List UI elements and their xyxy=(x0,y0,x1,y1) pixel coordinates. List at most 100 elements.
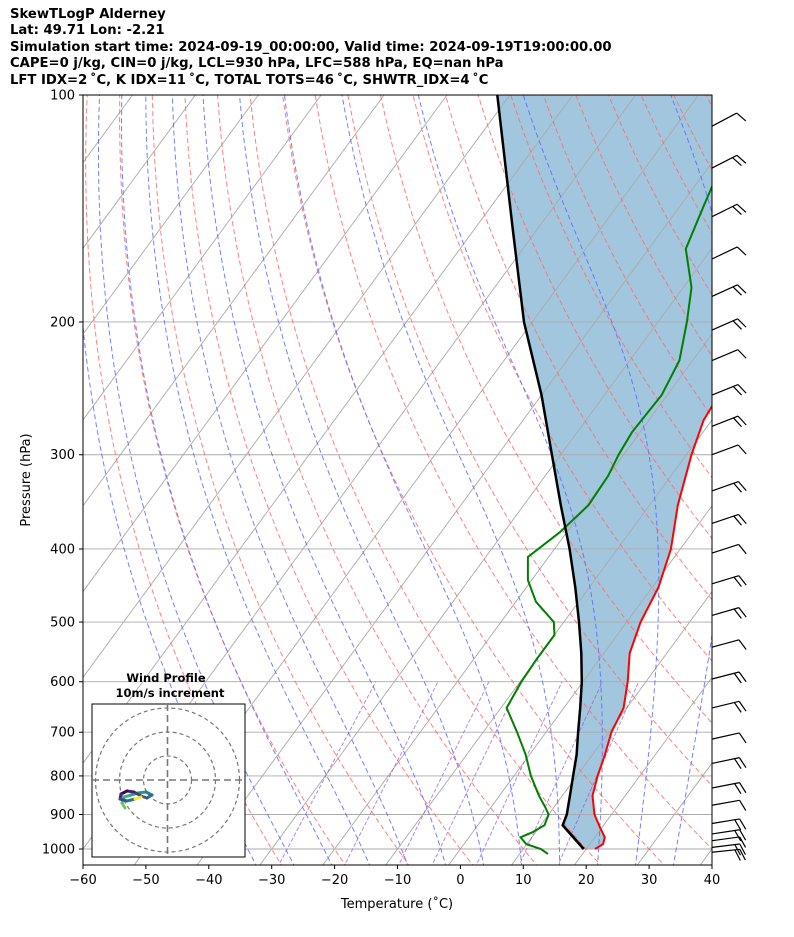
barb-feather xyxy=(733,482,742,493)
wind-barb xyxy=(711,154,747,169)
dry-adiabat xyxy=(771,95,794,868)
barb-feather xyxy=(733,702,742,713)
index-line: LFT IDX=2 ˚C, K IDX=11 ˚C, TOTAL TOTS=46… xyxy=(10,72,489,88)
wind-barb xyxy=(711,782,747,795)
mixing-ratio-line xyxy=(398,681,490,865)
barb-feather xyxy=(736,112,747,122)
barb-staff xyxy=(711,383,739,396)
barb-feather xyxy=(737,384,747,394)
barb-feather xyxy=(736,203,747,213)
barb-feather xyxy=(739,799,747,811)
barb-staff xyxy=(711,480,739,492)
wind-barb xyxy=(711,700,747,713)
barb-feather xyxy=(733,672,742,684)
wind-barb xyxy=(711,818,747,831)
barb-staff xyxy=(711,639,740,648)
barb-feather xyxy=(737,349,747,359)
x-tick-label: −10 xyxy=(384,873,411,888)
wind-barbs xyxy=(711,112,747,861)
dry-adiabat xyxy=(477,95,712,540)
wind-barb xyxy=(711,829,747,842)
wind-barb xyxy=(711,444,747,456)
x-tick-label: −60 xyxy=(69,873,96,888)
dry-adiabat xyxy=(379,95,712,724)
temperature-line xyxy=(591,404,712,850)
barb-feather xyxy=(738,544,747,555)
isotherm xyxy=(448,504,712,865)
barb-feather xyxy=(736,246,747,256)
barb-feather xyxy=(734,819,742,831)
barb-feather xyxy=(739,843,746,855)
barb-staff xyxy=(711,112,738,127)
wind-barb xyxy=(711,513,747,526)
y-tick-label: 200 xyxy=(50,315,75,330)
barb-feather xyxy=(733,608,742,619)
x-tick-label: −30 xyxy=(258,873,285,888)
barb-feather xyxy=(737,318,747,328)
isotherm xyxy=(83,95,196,250)
wind-barb xyxy=(711,415,747,428)
barb-feather xyxy=(739,849,746,861)
moist-adiabat xyxy=(341,95,561,865)
dry-adiabat xyxy=(217,95,538,865)
isotherm xyxy=(83,95,385,507)
y-tick-label: 700 xyxy=(50,726,75,741)
moist-adiabat xyxy=(238,95,485,865)
barb-staff xyxy=(711,246,738,260)
dry-adiabat xyxy=(347,95,712,787)
cape-area xyxy=(497,95,712,849)
mixing-ratio-line xyxy=(344,681,439,865)
y-tick-label: 600 xyxy=(50,675,75,690)
wind-barb xyxy=(711,757,747,770)
moist-adiabat xyxy=(121,95,333,865)
wind-barb xyxy=(711,607,747,619)
isotherm xyxy=(259,247,712,865)
barb-feather xyxy=(737,444,747,455)
hodograph-title: Wind Profile xyxy=(126,671,206,685)
dry-adiabat xyxy=(184,95,474,865)
parcel-path xyxy=(496,95,585,850)
y-tick-label: 300 xyxy=(50,448,75,463)
x-tick-label: 40 xyxy=(704,873,721,888)
barb-feather xyxy=(738,701,747,712)
barb-feather xyxy=(737,415,747,426)
isotherm xyxy=(511,590,712,865)
barb-feather xyxy=(732,286,742,296)
barb-feather xyxy=(738,782,747,794)
wind-barb xyxy=(711,836,747,848)
barb-feather xyxy=(738,671,747,683)
isotherm xyxy=(83,95,511,679)
barb-feather xyxy=(733,515,742,526)
hodograph-inset: Wind Profile 10m/s increment xyxy=(91,671,246,858)
x-tick-label: −40 xyxy=(195,873,222,888)
barb-staff xyxy=(711,444,739,456)
x-tick-label: 0 xyxy=(456,873,464,888)
barb-feather xyxy=(738,732,747,744)
barb-feather xyxy=(737,284,747,294)
barb-feather xyxy=(739,836,747,848)
dry-adiabat xyxy=(705,95,712,108)
mixing-ratio-line xyxy=(557,681,640,865)
x-tick-label: 10 xyxy=(515,873,532,888)
dry-adiabat xyxy=(510,95,712,479)
barb-feather xyxy=(732,417,742,428)
isotherm xyxy=(196,161,712,865)
isotherm xyxy=(83,95,448,593)
mixing-ratio-line xyxy=(278,681,377,865)
wind-barb xyxy=(711,349,747,362)
dry-adiabat xyxy=(151,95,410,865)
isotherm xyxy=(385,419,712,865)
barb-staff xyxy=(711,415,739,427)
barb-staff xyxy=(711,543,739,554)
axes: −60 −50 −40 −30 −20 −10 0 10 20 30 40 100 200 300 400 5… xyxy=(42,89,720,889)
barb-feather xyxy=(739,818,747,830)
barb-staff xyxy=(711,284,738,297)
moist-adiabat xyxy=(98,95,295,865)
mixing-ratio-line xyxy=(518,681,603,865)
barb-feather xyxy=(734,758,742,770)
barb-staff xyxy=(711,732,740,740)
barb-feather xyxy=(738,757,747,769)
mixing-ratio-line xyxy=(475,681,563,865)
barb-staff xyxy=(711,607,740,616)
stability-line: CAPE=0 j/kg, CIN=0 j/kg, LCL=930 hPa, LF… xyxy=(10,56,504,72)
